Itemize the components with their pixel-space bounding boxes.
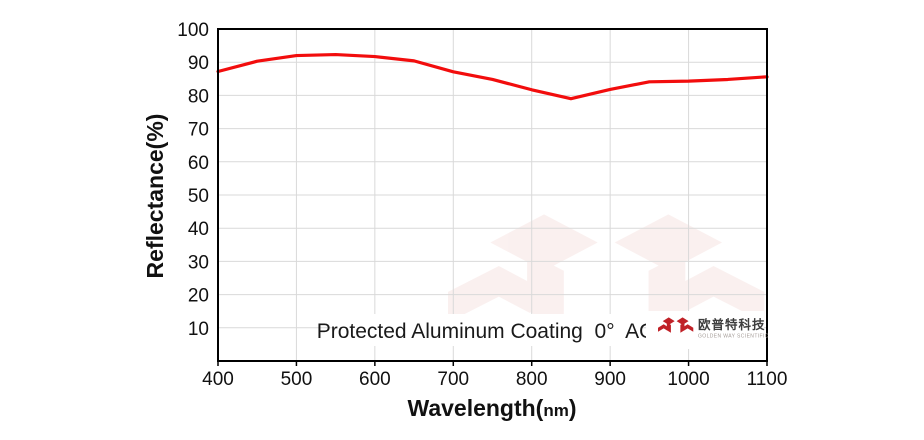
x-tick-label: 1000 [667,369,709,390]
plot-area: 10 20 30 40 50 60 70 80 90 100 400 500 600 700 800 900 1… [177,20,787,390]
y-tick-label: 80 [188,86,209,107]
y-tick-label: 60 [188,153,209,174]
x-tick-label: 400 [202,369,234,390]
annotation-group: Protected Aluminum Coating 0° AOI [317,314,662,346]
y-tick-label: 40 [188,219,209,240]
x-tick-label: 600 [359,369,391,390]
y-tick-label: 90 [188,53,209,74]
x-tick-label: 500 [281,369,313,390]
logo-en-text: GOLDEN WAY SCIENTIFIC [698,334,769,340]
y-axis-title: Reflectance(%) [142,114,168,279]
annotation-backdrop [336,314,642,346]
y-tick-label: 100 [177,20,209,41]
x-axis-title: Wavelength(nm) [407,395,576,421]
x-tick-label: 900 [594,369,626,390]
y-tick-label: 20 [188,286,209,307]
annotation-label: Protected Aluminum Coating 0° AOI [317,320,662,343]
x-tick-label: 1100 [747,369,788,390]
plot-border [217,28,768,362]
brand-logo: 欧普特科技 GOLDEN WAY SCIENTIFIC [646,311,769,349]
x-tick-label: 700 [437,369,469,390]
y-tick-label: 10 [188,319,209,340]
y-tick-label: 30 [188,252,209,273]
y-tick-label: 50 [188,186,209,207]
y-tick-label: 70 [188,120,209,141]
logo-cn-text: 欧普特科技 [698,317,766,332]
x-tick-label: 800 [516,369,548,390]
logo-backdrop [646,311,764,349]
reflectance-curve [216,52,769,101]
